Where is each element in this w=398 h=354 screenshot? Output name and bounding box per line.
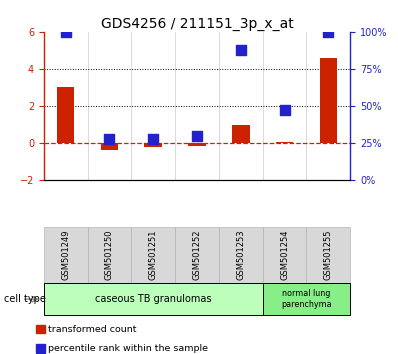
Bar xyxy=(188,143,206,146)
Point xyxy=(106,136,113,142)
Point xyxy=(194,133,200,138)
Point xyxy=(62,29,69,35)
Text: GSM501254: GSM501254 xyxy=(280,230,289,280)
Bar xyxy=(320,58,337,143)
Bar xyxy=(276,142,293,143)
Title: GDS4256 / 211151_3p_x_at: GDS4256 / 211151_3p_x_at xyxy=(101,17,293,31)
Text: GSM501252: GSM501252 xyxy=(193,230,201,280)
Bar xyxy=(57,87,74,143)
Text: cell type: cell type xyxy=(4,294,46,304)
Text: GSM501255: GSM501255 xyxy=(324,230,333,280)
Point xyxy=(281,108,288,113)
Text: caseous TB granulomas: caseous TB granulomas xyxy=(95,294,211,304)
Text: transformed count: transformed count xyxy=(48,325,136,334)
Point xyxy=(238,47,244,52)
Bar xyxy=(232,125,250,143)
Point xyxy=(150,136,156,142)
Point xyxy=(325,29,332,35)
Text: GSM501253: GSM501253 xyxy=(236,229,245,280)
Text: GSM501249: GSM501249 xyxy=(61,230,70,280)
Bar xyxy=(144,143,162,147)
Text: normal lung
parenchyma: normal lung parenchyma xyxy=(281,290,332,309)
Text: percentile rank within the sample: percentile rank within the sample xyxy=(48,344,208,353)
Text: GSM501251: GSM501251 xyxy=(149,230,158,280)
Bar xyxy=(101,143,118,150)
Text: GSM501250: GSM501250 xyxy=(105,230,114,280)
